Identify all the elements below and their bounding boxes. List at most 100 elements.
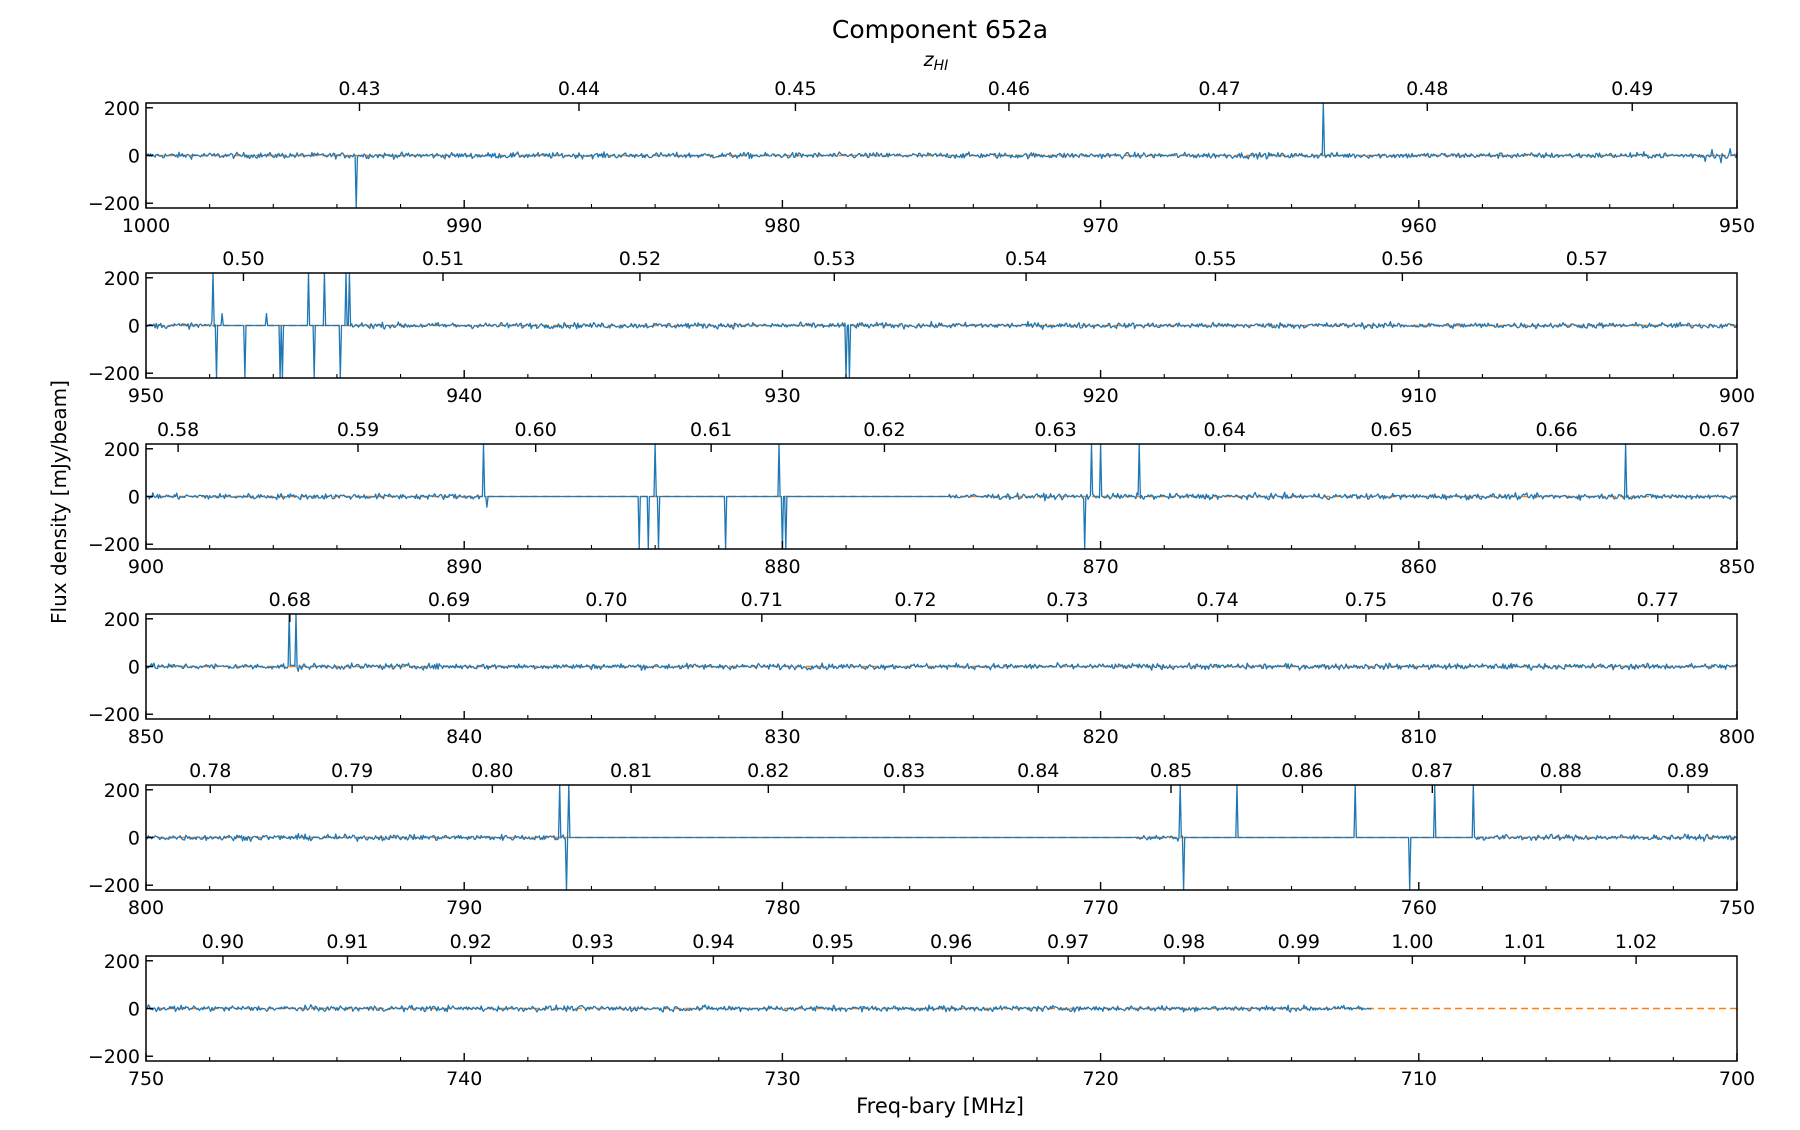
z-tick-label: 0.89 [1667,760,1709,782]
y-tick-label: 0 [128,146,140,168]
z-tick-label: 0.71 [741,589,783,611]
x-tick-label: 840 [446,726,482,748]
x-tick-label: 850 [128,726,164,748]
y-tick-label: −200 [88,1046,140,1068]
z-tick-label: 0.72 [894,589,936,611]
z-tick-label: 0.85 [1150,760,1192,782]
z-tick-label: 0.79 [331,760,373,782]
y-tick-label: −200 [88,363,140,385]
x-tick-label: 900 [1719,385,1755,407]
panels-group: −200 0 200 1000 990 980 970 960 950 0.43 0.44 0.45 0… [88,78,1755,1090]
z-tick-label: 0.61 [690,419,732,441]
x-tick-label: 760 [1401,897,1437,919]
x-tick-label: 940 [446,385,482,407]
x-tick-label: 750 [128,1068,164,1090]
spectrum-line [145,443,1738,550]
z-tick-label: 0.50 [222,248,264,270]
z-tick-label: 0.57 [1566,248,1608,270]
z-tick-label: 0.81 [610,760,652,782]
z-tick-label: 0.96 [930,931,972,953]
x-tick-label: 700 [1719,1068,1755,1090]
panel-3: −200 0 200 900 890 880 870 860 850 0.58 0.59 0.60 0.… [88,419,1755,578]
z-tick-label: 0.77 [1637,589,1679,611]
panel-4: −200 0 200 850 840 830 820 810 800 0.68 0.69 0.70 0.… [88,589,1755,748]
z-tick-label: 0.55 [1194,248,1236,270]
z-tick-label: 0.99 [1278,931,1320,953]
z-tick-label: 0.91 [326,931,368,953]
z-tick-label: 0.90 [202,931,244,953]
x-tick-label: 980 [764,215,800,237]
x-tick-label: 730 [764,1068,800,1090]
z-tick-label: 0.80 [471,760,513,782]
y-tick-label: 0 [128,316,140,338]
z-tick-label: 0.67 [1699,419,1741,441]
z-tick-label: 0.97 [1047,931,1089,953]
x-tick-label: 710 [1401,1068,1437,1090]
top-axis-label: zHI [923,49,949,74]
x-tick-label: 990 [446,215,482,237]
spectrum-line [145,784,1738,891]
z-tick-label: 0.44 [558,78,600,100]
x-tick-label: 930 [764,385,800,407]
z-tick-label: 0.48 [1406,78,1448,100]
z-tick-label: 0.74 [1196,589,1238,611]
y-tick-label: −200 [88,875,140,897]
x-tick-label: 1000 [122,215,170,237]
z-tick-label: 0.59 [337,419,379,441]
z-tick-label: 0.43 [338,78,380,100]
y-tick-label: −200 [88,534,140,556]
x-tick-label: 900 [128,556,164,578]
x-tick-label: 860 [1401,556,1437,578]
spectrum-line [145,613,1738,672]
top-axis-label-sub: HI [934,58,949,74]
x-tick-label: 750 [1719,897,1755,919]
z-tick-label: 0.58 [157,419,199,441]
y-tick-label: 200 [104,780,140,802]
z-tick-label: 0.94 [692,931,734,953]
x-tick-label: 920 [1082,385,1118,407]
x-tick-label: 770 [1082,897,1118,919]
y-tick-label: 0 [128,487,140,509]
z-tick-label: 0.88 [1540,760,1582,782]
z-tick-label: 0.51 [422,248,464,270]
chart-title: Component 652a [832,15,1048,44]
spectrum-line [145,1004,1372,1013]
z-tick-label: 0.54 [1005,248,1047,270]
y-tick-label: 200 [104,439,140,461]
z-tick-label: 0.47 [1198,78,1240,100]
panel-2: −200 0 200 950 940 930 920 910 900 0.50 0.51 0.52 0.… [88,248,1755,407]
x-tick-label: 740 [446,1068,482,1090]
x-tick-label: 880 [764,556,800,578]
y-tick-label: −200 [88,704,140,726]
y-tick-label: 0 [128,828,140,850]
z-tick-label: 0.66 [1536,419,1578,441]
z-tick-label: 0.60 [515,419,557,441]
z-tick-label: 0.53 [813,248,855,270]
y-tick-label: 200 [104,951,140,973]
z-tick-label: 0.70 [585,589,627,611]
z-tick-label: 0.45 [774,78,816,100]
x-tick-label: 800 [128,897,164,919]
z-tick-label: 0.63 [1034,419,1076,441]
z-tick-label: 0.49 [1611,78,1653,100]
z-tick-label: 1.02 [1615,931,1657,953]
x-tick-label: 910 [1401,385,1437,407]
z-tick-label: 0.86 [1281,760,1323,782]
spectrum-line [145,272,1738,379]
x-tick-label: 950 [1719,215,1755,237]
z-tick-label: 0.46 [988,78,1030,100]
x-tick-label: 830 [764,726,800,748]
x-tick-label: 960 [1401,215,1437,237]
spectrum-line [145,102,1738,209]
y-tick-label: 200 [104,609,140,631]
z-tick-label: 0.52 [619,248,661,270]
x-tick-label: 820 [1082,726,1118,748]
z-tick-label: 0.93 [572,931,614,953]
x-tick-label: 790 [446,897,482,919]
y-tick-label: 200 [104,98,140,120]
x-tick-label: 850 [1719,556,1755,578]
z-tick-label: 0.98 [1163,931,1205,953]
z-tick-label: 0.95 [812,931,854,953]
